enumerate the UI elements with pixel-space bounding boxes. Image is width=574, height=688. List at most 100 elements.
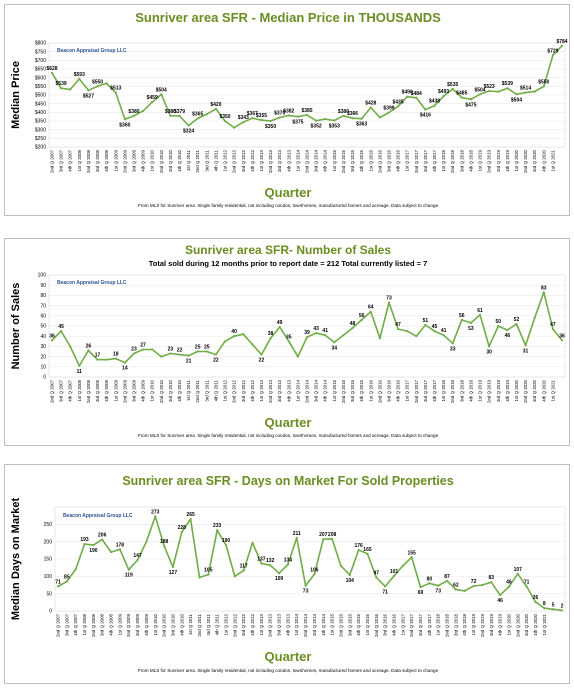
dom-data-label: 80 — [427, 576, 433, 582]
sales-data-label: 49 — [277, 320, 283, 326]
sales-x-tick-label: 1st Q 2019 — [478, 379, 483, 401]
price-x-tick-label: 4th Q 2012 — [250, 149, 255, 171]
sales-data-label: 11 — [77, 369, 83, 375]
dom-data-point — [74, 568, 77, 571]
dom-data-label: 73 — [435, 589, 441, 595]
dom-x-tick-label: 3rd Q 2007 — [64, 613, 69, 636]
sales-x-tick-label: 2nd Q 2008 — [86, 379, 91, 403]
sales-data-point — [96, 358, 99, 361]
dom-data-point — [437, 584, 440, 587]
dom-footnote: From MLS for Sunriver area. Single famil… — [138, 668, 439, 673]
price-y-tick-label: $350 — [35, 119, 46, 125]
dom-x-tick-label: 3rd Q 2009 — [135, 613, 140, 636]
price-data-point — [351, 117, 354, 120]
sales-x-tick-label: 2nd Q 2020 — [523, 379, 528, 403]
dom-data-label: 5 — [552, 602, 555, 608]
sales-y-tick-label: 20 — [40, 354, 46, 360]
sales-x-tick-label: 1st Q 2014 — [295, 379, 300, 401]
dom-data-label: 165 — [363, 547, 372, 553]
price-y-tick-label: $700 — [35, 58, 46, 64]
dom-data-label: 8 — [543, 601, 546, 607]
sales-x-tick-label: 4th Q 2011 — [213, 379, 218, 401]
price-y-tick-label: $650 — [35, 67, 46, 73]
price-data-point — [114, 91, 117, 94]
sales-x-tick-label: 2nd Q 2019 — [487, 379, 492, 403]
price-data-point — [542, 85, 545, 88]
price-x-tick-label: 2nd Q 2020 — [523, 149, 528, 173]
sales-data-point — [515, 322, 518, 326]
price-data-point — [342, 114, 345, 117]
price-data-label: $350 — [219, 114, 230, 120]
price-data-point — [415, 96, 418, 99]
dom-data-point — [145, 540, 148, 543]
dom-data-label: 104 — [346, 578, 355, 584]
price-x-tick-label: 2nd Q 2014 — [305, 149, 310, 173]
number-of-sales-chart: Sunriver area SFR- Number of Sales Total … — [10, 243, 566, 438]
sales-data-point — [360, 318, 363, 321]
price-data-label: $324 — [183, 129, 194, 135]
price-data-label: $514 — [520, 86, 531, 92]
price-data-label: $539 — [502, 81, 513, 87]
price-data-point — [533, 90, 536, 93]
dom-data-label: 127 — [169, 570, 178, 576]
sales-data-point — [69, 345, 72, 348]
dom-data-label: 71 — [55, 579, 61, 585]
sales-data-point — [378, 337, 381, 340]
sales-x-tick-label: 1st Q 2020 — [514, 379, 519, 401]
dom-data-point — [357, 548, 360, 552]
dom-data-point — [286, 563, 289, 566]
dom-x-tick-label: 3rd Q 2020 — [524, 613, 529, 636]
dom-x-tick-label: 4th Q 2015 — [356, 613, 361, 635]
dom-y-tick-label: 50 — [46, 591, 52, 597]
price-data-point — [87, 89, 90, 92]
dom-data-label: 71 — [524, 579, 530, 585]
dom-data-point — [83, 542, 86, 546]
dom-x-tick-label: 4th Q 2008 — [109, 613, 114, 635]
dom-data-label: 85 — [64, 575, 70, 581]
dom-data-label: 101 — [390, 569, 399, 575]
dom-data-label: 193 — [80, 537, 89, 543]
dom-data-point — [65, 580, 68, 583]
dom-data-label: 211 — [293, 531, 301, 537]
price-data-label: $360 — [119, 122, 130, 128]
price-data-label: $385 — [301, 108, 312, 114]
sales-x-tick-label: 1st Q 2013 — [259, 379, 264, 401]
dom-y-tick-label: 250 — [44, 522, 53, 528]
price-data-label: $353 — [329, 123, 340, 129]
price-data-point — [296, 115, 299, 118]
price-x-tick-label: 1st Q 2016 — [368, 149, 373, 171]
dom-x-tick-label: 3rd Q 2018 — [453, 613, 458, 636]
dom-x-axis-title: Quarter — [265, 649, 312, 664]
sales-data-point — [278, 325, 281, 329]
dom-data-point — [163, 544, 166, 547]
price-x-tick-label: 4th Q 2011 — [213, 149, 218, 171]
dom-x-tick-label: 1st Q 2009 — [117, 613, 122, 635]
dom-x-tick-label: 4th Q 2016 — [392, 613, 397, 635]
sales-data-label: 56 — [459, 313, 465, 319]
dom-series-line — [57, 515, 563, 612]
sales-data-point — [406, 330, 409, 333]
price-x-tick-label: 4th Q 2016 — [396, 149, 401, 171]
dom-data-point — [295, 536, 298, 539]
dom-data-label: 155 — [408, 550, 417, 556]
sales-x-tick-label: 1st Q 2010 — [150, 379, 155, 401]
dom-data-point — [490, 581, 493, 584]
price-data-label: $504 — [156, 87, 167, 93]
dom-data-label: 134 — [284, 558, 293, 564]
sales-data-point — [123, 361, 126, 364]
price-data-label: $435 — [393, 99, 404, 105]
dom-x-tick-label: 3rd Q 2016 — [383, 613, 388, 636]
price-data-label: $363 — [356, 122, 367, 128]
price-data-point — [69, 88, 72, 91]
sales-data-point — [305, 336, 309, 339]
sales-data-label: 45 — [432, 324, 438, 330]
median-price-chart: Sunriver area SFR - Median Price in THOU… — [10, 10, 568, 208]
price-x-tick-label: 1st Q 2012 — [223, 149, 228, 171]
price-data-point — [96, 85, 99, 88]
sales-data-point — [324, 334, 327, 337]
sales-data-label: 53 — [468, 326, 474, 332]
sales-x-tick-label: 1st Q 2008 — [77, 379, 82, 401]
sales-data-point — [78, 364, 81, 367]
price-data-point — [497, 90, 500, 93]
price-x-tick-label: 3rd Q 2013 — [277, 149, 282, 172]
